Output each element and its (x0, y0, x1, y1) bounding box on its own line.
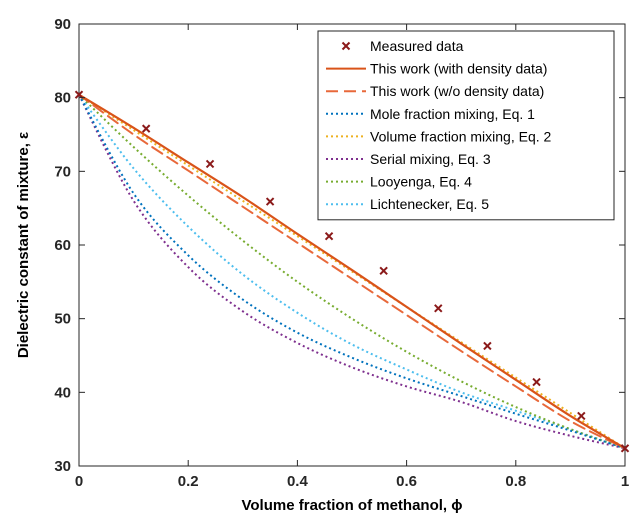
series-line-this-work-w-o-density-data (78, 93, 626, 450)
legend-label: Volume fraction mixing, Eq. 2 (370, 128, 552, 144)
y-tick-label: 70 (54, 163, 71, 180)
y-tick-label: 80 (54, 90, 71, 107)
legend-swatch (341, 41, 351, 51)
marker-stroke (379, 266, 388, 275)
legend-box (317, 30, 615, 221)
measured-data-point (74, 90, 84, 99)
y-tick-label: 30 (54, 458, 71, 475)
measured-data-point (379, 266, 388, 275)
x-tick-label: 0.6 (396, 473, 417, 490)
y-tick-label: 90 (54, 16, 71, 33)
ticks-layer: 0 0.2 0.4 0.6 0.8 1 30 40 50 60 70 80 90 (54, 16, 629, 490)
legend-entry: Looyenga, Eq. 4 (326, 174, 472, 190)
x-axis-title: Volume fraction of methanol, ϕ (242, 497, 463, 514)
series-line-lichtenecker-eq-5 (78, 94, 626, 450)
legend-entry: Mole fraction mixing, Eq. 1 (326, 106, 535, 122)
marker-stroke (205, 159, 215, 169)
legend-label: Mole fraction mixing, Eq. 1 (370, 106, 535, 122)
x-tick-label: 0 (75, 473, 83, 490)
marker-stroke (577, 411, 586, 421)
marker-stroke (265, 197, 275, 206)
measured-data-point (205, 159, 215, 169)
series-line-mole-fraction-mixing-eq-1 (78, 94, 626, 450)
legend-entry: Measured data (341, 38, 464, 54)
legend-label: This work (w/o density data) (370, 83, 544, 99)
marker-stroke (434, 304, 443, 313)
marker-stroke (620, 444, 630, 453)
measured-data-point (141, 124, 151, 133)
measured-data-point (434, 304, 443, 313)
legend-label: Looyenga, Eq. 4 (370, 174, 472, 190)
y-tick-label: 40 (54, 384, 71, 401)
measured-data-point (324, 231, 334, 241)
marker-stroke (74, 90, 84, 99)
measured-data-point (620, 444, 630, 453)
legend-label: This work (with density data) (370, 61, 547, 77)
legend-label: Lichtenecker, Eq. 5 (370, 196, 489, 212)
legend-entry: This work (with density data) (326, 61, 547, 77)
measured-data-point (532, 377, 541, 387)
legend-label: Serial mixing, Eq. 3 (370, 151, 491, 167)
series-line-looyenga-eq-4 (78, 93, 626, 450)
measured-data-point (577, 411, 586, 421)
legend-entry: This work (w/o density data) (326, 83, 544, 99)
legend: Measured data This work (with density dat… (317, 30, 615, 221)
marker-stroke (324, 231, 334, 241)
y-axis-title: Dielectric constant of mixture, ε (15, 132, 32, 358)
x-tick-label: 1 (621, 473, 629, 490)
marker-stroke (483, 341, 492, 351)
y-tick-label: 50 (54, 311, 71, 328)
legend-entry: Volume fraction mixing, Eq. 2 (326, 128, 552, 144)
series-line-volume-fraction-mixing-eq-2 (78, 93, 626, 450)
y-tick-label: 60 (54, 237, 71, 254)
legend-entry: Lichtenecker, Eq. 5 (326, 196, 489, 212)
series-line-this-work-with-density-data (77, 93, 627, 450)
series-layer (74, 90, 630, 453)
series-line-serial-mixing-eq-3 (78, 94, 626, 450)
legend-entry: Serial mixing, Eq. 3 (326, 151, 491, 167)
legend-label: Measured data (370, 38, 464, 54)
measured-data-point (265, 197, 275, 206)
marker-stroke (532, 377, 541, 387)
x-tick-label: 0.2 (178, 473, 199, 490)
x-tick-label: 0.8 (505, 473, 526, 490)
measured-data-point (483, 341, 492, 351)
x-tick-label: 0.4 (287, 473, 309, 490)
marker-stroke (141, 124, 151, 133)
